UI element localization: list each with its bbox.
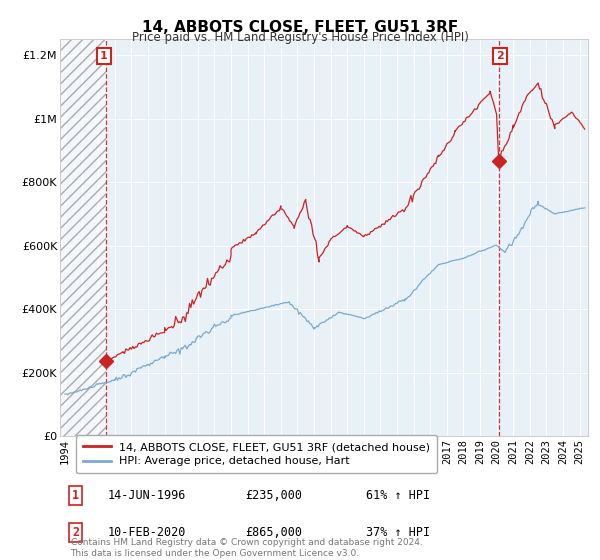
- Text: £235,000: £235,000: [245, 489, 302, 502]
- Text: 2: 2: [496, 51, 504, 61]
- Text: 1: 1: [100, 51, 108, 61]
- Text: 14-JUN-1996: 14-JUN-1996: [107, 489, 186, 502]
- Text: 10-FEB-2020: 10-FEB-2020: [107, 526, 186, 539]
- Bar: [60, 39, 106, 436]
- Text: 14, ABBOTS CLOSE, FLEET, GU51 3RF: 14, ABBOTS CLOSE, FLEET, GU51 3RF: [142, 20, 458, 35]
- Text: Price paid vs. HM Land Registry's House Price Index (HPI): Price paid vs. HM Land Registry's House …: [131, 31, 469, 44]
- Text: 2: 2: [72, 526, 79, 539]
- Text: 61% ↑ HPI: 61% ↑ HPI: [366, 489, 430, 502]
- Text: Contains HM Land Registry data © Crown copyright and database right 2024.
This d: Contains HM Land Registry data © Crown c…: [71, 538, 422, 558]
- Text: £865,000: £865,000: [245, 526, 302, 539]
- Text: 1: 1: [72, 489, 79, 502]
- Text: 37% ↑ HPI: 37% ↑ HPI: [366, 526, 430, 539]
- Legend: 14, ABBOTS CLOSE, FLEET, GU51 3RF (detached house), HPI: Average price, detached: 14, ABBOTS CLOSE, FLEET, GU51 3RF (detac…: [76, 435, 437, 473]
- Bar: [60, 39, 106, 436]
